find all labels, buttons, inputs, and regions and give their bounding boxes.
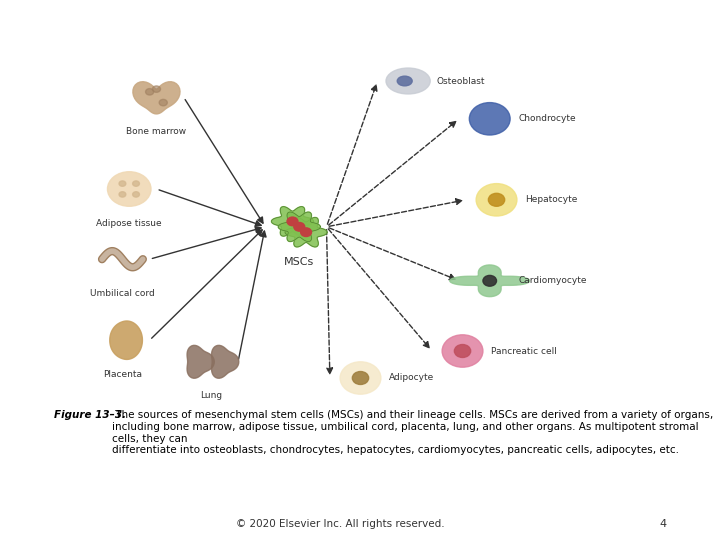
Text: 4: 4 xyxy=(660,519,667,529)
Text: Adipose tissue: Adipose tissue xyxy=(96,219,162,228)
Circle shape xyxy=(454,345,471,357)
Circle shape xyxy=(294,222,305,231)
Circle shape xyxy=(107,172,151,206)
Text: Placenta: Placenta xyxy=(103,370,142,379)
Polygon shape xyxy=(133,82,180,114)
Text: Bone marrow: Bone marrow xyxy=(127,127,186,136)
Circle shape xyxy=(483,275,497,286)
Text: Figure 13–3.: Figure 13–3. xyxy=(55,410,127,421)
Polygon shape xyxy=(109,321,143,360)
Circle shape xyxy=(340,362,381,394)
Text: Umbilical cord: Umbilical cord xyxy=(90,289,155,298)
Circle shape xyxy=(476,184,517,216)
Polygon shape xyxy=(187,346,215,378)
Polygon shape xyxy=(271,207,314,236)
Text: The sources of mesenchymal stem cells (MSCs) and their lineage cells. MSCs are d: The sources of mesenchymal stem cells (M… xyxy=(112,410,714,455)
Text: Adipocyte: Adipocyte xyxy=(389,374,434,382)
Circle shape xyxy=(145,89,154,95)
Ellipse shape xyxy=(386,68,431,94)
Polygon shape xyxy=(285,218,327,247)
Polygon shape xyxy=(278,212,320,241)
Circle shape xyxy=(119,192,126,197)
Circle shape xyxy=(132,181,140,186)
Text: Osteoblast: Osteoblast xyxy=(436,77,485,85)
Ellipse shape xyxy=(397,76,412,86)
Text: Cardiomyocyte: Cardiomyocyte xyxy=(518,276,587,285)
Circle shape xyxy=(159,99,167,106)
Polygon shape xyxy=(450,265,530,296)
Circle shape xyxy=(442,335,483,367)
Circle shape xyxy=(119,181,126,186)
Text: Pancreatic cell: Pancreatic cell xyxy=(491,347,557,355)
Text: MSCs: MSCs xyxy=(284,256,315,267)
Circle shape xyxy=(132,192,140,197)
Text: © 2020 Elsevier Inc. All rights reserved.: © 2020 Elsevier Inc. All rights reserved… xyxy=(235,519,444,529)
Circle shape xyxy=(153,86,161,92)
Circle shape xyxy=(287,217,298,226)
Circle shape xyxy=(301,228,312,237)
Circle shape xyxy=(352,372,369,384)
Circle shape xyxy=(469,103,510,135)
Circle shape xyxy=(488,193,505,206)
Text: Chondrocyte: Chondrocyte xyxy=(518,114,576,123)
Text: Lung: Lung xyxy=(199,392,222,401)
Polygon shape xyxy=(212,346,239,378)
Text: Hepatocyte: Hepatocyte xyxy=(525,195,577,204)
